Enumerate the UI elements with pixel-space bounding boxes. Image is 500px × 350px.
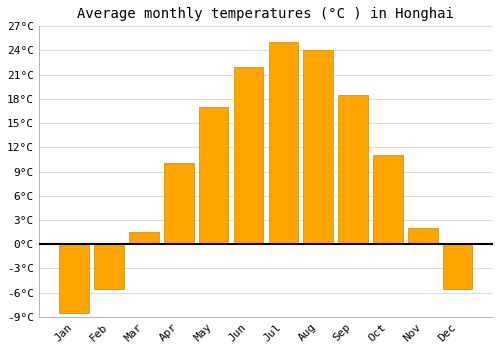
Bar — [443, 244, 472, 288]
Bar — [268, 42, 298, 244]
Bar — [164, 163, 194, 244]
Bar — [60, 244, 89, 313]
Bar — [304, 50, 333, 244]
Title: Average monthly temperatures (°C ) in Honghai: Average monthly temperatures (°C ) in Ho… — [78, 7, 454, 21]
Bar — [373, 155, 402, 244]
Bar — [408, 228, 438, 244]
Bar — [94, 244, 124, 288]
Bar — [199, 107, 228, 244]
Bar — [338, 95, 368, 244]
Bar — [234, 66, 264, 244]
Bar — [129, 232, 159, 244]
